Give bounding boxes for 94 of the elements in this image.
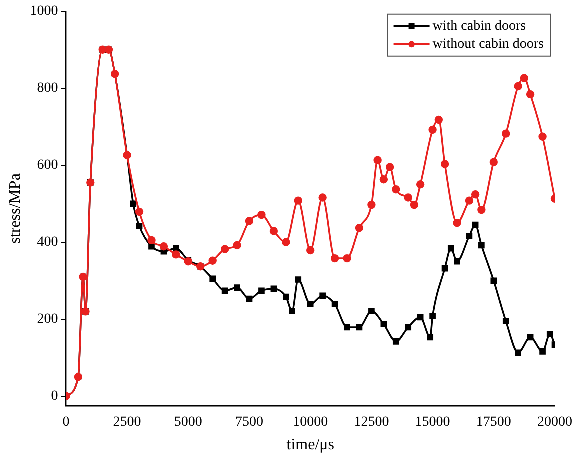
- x-tick-label: 15000: [415, 415, 450, 430]
- point: [538, 132, 547, 141]
- point: [515, 350, 522, 356]
- y-tick-label: 400: [37, 235, 58, 250]
- y-tick-label: 0: [51, 389, 58, 404]
- point: [282, 238, 290, 246]
- point: [540, 348, 546, 355]
- point: [258, 288, 265, 294]
- legend-label: with cabin doors: [432, 19, 526, 34]
- x-tick-label: 2500: [113, 415, 142, 430]
- point: [246, 296, 253, 302]
- x-tick-label: 5000: [174, 415, 202, 430]
- point: [344, 324, 350, 331]
- point: [130, 200, 137, 208]
- point: [368, 308, 375, 314]
- point: [546, 331, 554, 338]
- point: [307, 301, 314, 308]
- point: [160, 242, 168, 251]
- point: [356, 324, 363, 331]
- point: [234, 284, 240, 291]
- point: [465, 196, 474, 205]
- point: [320, 292, 326, 300]
- point: [295, 276, 302, 283]
- point: [392, 338, 400, 345]
- x-tick-label: 10000: [293, 415, 328, 430]
- point: [442, 265, 448, 272]
- point: [374, 156, 382, 164]
- y-tick-label: 600: [37, 158, 58, 174]
- point: [410, 200, 419, 210]
- point: [417, 314, 424, 321]
- point: [502, 318, 510, 324]
- x-tick-label: 12500: [354, 415, 390, 430]
- point: [514, 82, 522, 91]
- point: [245, 217, 254, 226]
- y-tick-label: 1000: [30, 4, 58, 20]
- point: [478, 242, 485, 249]
- x-tick-label: 7500: [236, 415, 264, 430]
- point: [148, 243, 155, 250]
- point: [416, 180, 425, 189]
- point: [270, 227, 278, 236]
- point: [135, 208, 144, 216]
- point: [386, 163, 394, 172]
- point: [490, 158, 498, 166]
- point: [502, 130, 510, 138]
- point: [380, 321, 388, 328]
- x-tick-label: 20000: [538, 415, 572, 430]
- point: [355, 224, 364, 232]
- point: [148, 236, 156, 245]
- point: [332, 301, 338, 308]
- y-tick-label: 200: [37, 312, 58, 328]
- point: [478, 206, 486, 214]
- point: [289, 308, 296, 314]
- point: [427, 334, 434, 341]
- point: [343, 254, 352, 263]
- point: [527, 334, 534, 341]
- point: [330, 254, 340, 263]
- point: [368, 200, 376, 210]
- point: [471, 190, 480, 199]
- point: [282, 294, 290, 300]
- point: [208, 256, 217, 265]
- point: [430, 313, 436, 320]
- point: [472, 222, 479, 228]
- point: [392, 186, 400, 194]
- point: [404, 194, 412, 202]
- point: [526, 90, 535, 99]
- x-tick-label: 0: [62, 415, 70, 430]
- point: [318, 194, 327, 202]
- point: [136, 223, 143, 230]
- legend-label: without cabin doors: [432, 37, 544, 52]
- point: [270, 286, 278, 292]
- point: [466, 233, 473, 240]
- point: [306, 246, 315, 255]
- point: [440, 160, 450, 168]
- point: [453, 219, 462, 228]
- point: [220, 245, 230, 254]
- point: [520, 74, 529, 82]
- point: [490, 278, 498, 284]
- point: [172, 250, 180, 259]
- y-tick-label: 800: [37, 81, 58, 96]
- point: [454, 258, 460, 265]
- point: [448, 245, 454, 252]
- point: [294, 196, 302, 205]
- y-axis-title: stress/MPa: [6, 174, 24, 244]
- point: [380, 176, 388, 184]
- point: [222, 288, 228, 294]
- x-axis-title: time/μs: [286, 436, 334, 454]
- point: [173, 245, 180, 252]
- point: [210, 276, 216, 282]
- point: [233, 241, 242, 250]
- point: [258, 210, 266, 220]
- point: [434, 116, 444, 124]
- point: [428, 126, 437, 134]
- point: [405, 324, 412, 331]
- x-tick-label: 17500: [476, 415, 512, 430]
